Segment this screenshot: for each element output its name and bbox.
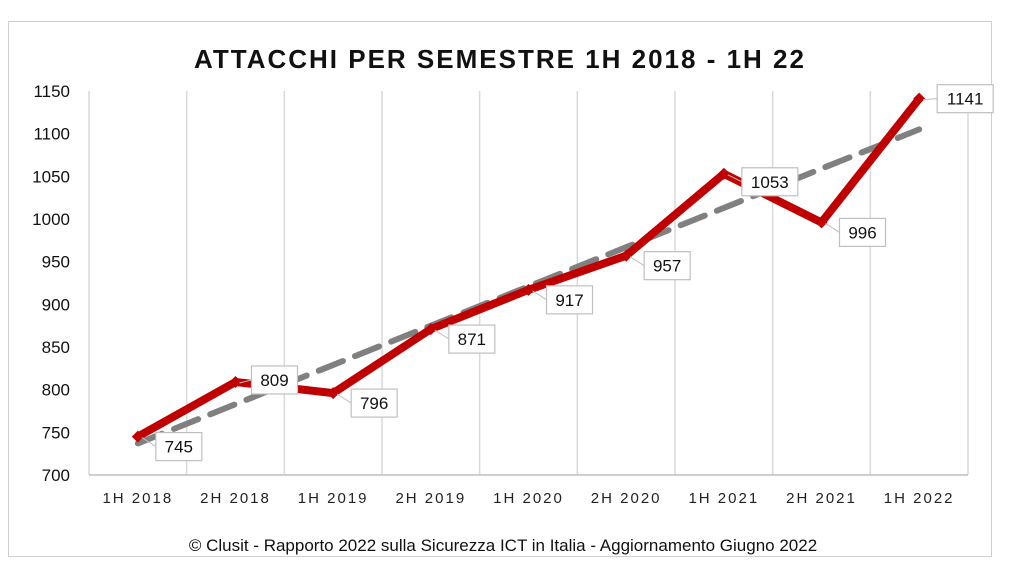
- x-tick-label: 2H 2018: [200, 490, 271, 507]
- data-label-text: 917: [555, 291, 583, 310]
- series-layer: [131, 92, 926, 443]
- y-tick-label: 700: [42, 466, 70, 485]
- data-label: 1141: [923, 84, 994, 114]
- x-tick-label: 1H 2021: [688, 490, 759, 507]
- data-point-marker: [424, 323, 437, 336]
- data-point-marker: [327, 387, 340, 400]
- x-tick-label: 2H 2020: [591, 490, 662, 507]
- x-tick-label: 1H 2019: [298, 490, 369, 507]
- data-label-leader: [727, 174, 743, 183]
- y-tick-label: 950: [42, 253, 70, 272]
- data-label-text: 1053: [751, 173, 789, 192]
- data-label-leader: [923, 98, 938, 101]
- data-label-leader: [825, 222, 840, 233]
- y-tick-label: 900: [42, 295, 70, 314]
- data-label-text: 957: [653, 257, 681, 276]
- data-label: 809: [239, 365, 299, 395]
- data-label-text: 796: [360, 394, 388, 413]
- data-label-box: [936, 84, 994, 114]
- axis-layer: 700 750 800 850 900 950 1000 1050 1100 1150 1H 201…: [32, 82, 968, 507]
- data-label-box: [448, 324, 496, 354]
- grid-layer: [88, 91, 969, 475]
- data-label: 996: [825, 217, 887, 248]
- y-tick-label: 800: [42, 381, 70, 400]
- data-label-box: [741, 167, 799, 197]
- data-label: 1053: [727, 167, 799, 197]
- data-label-leader: [434, 329, 450, 340]
- y-tick-label: 1000: [32, 210, 70, 229]
- x-tick-label: 2H 2021: [786, 490, 857, 507]
- x-tick-label: 1H 2018: [102, 490, 173, 507]
- footer-credit: © Clusit - Rapporto 2022 sulla Sicurezza…: [189, 536, 817, 555]
- data-label-leader: [141, 437, 157, 448]
- data-point-marker: [522, 283, 535, 296]
- data-point-marker: [913, 92, 926, 105]
- data-label: 871: [434, 324, 496, 354]
- y-tick-label: 1100: [33, 125, 70, 144]
- data-label-leader: [239, 379, 252, 384]
- chart-title: ATTACCHI PER SEMESTRE 1H 2018 - 1H 22: [194, 44, 806, 74]
- data-label-text: 745: [165, 438, 193, 457]
- data-label: 917: [532, 285, 594, 315]
- data-label: 745: [141, 432, 203, 462]
- data-label-layer: 745 809 796 871 917 957 1053 996 1141: [141, 84, 994, 462]
- data-label: 796: [336, 388, 398, 418]
- data-point-marker: [229, 375, 242, 388]
- data-label-leader: [336, 393, 352, 404]
- data-label-leader: [629, 256, 645, 267]
- chart-frame: [8, 21, 992, 557]
- y-tick-label: 750: [42, 423, 70, 442]
- data-label-box: [545, 285, 594, 315]
- data-label-box: [155, 432, 203, 462]
- data-label-text: 1141: [947, 90, 984, 109]
- y-tick-label: 850: [42, 338, 70, 357]
- x-tick-label: 1H 2020: [493, 490, 564, 507]
- data-point-marker: [620, 249, 633, 262]
- data-label-box: [250, 365, 299, 395]
- y-tick-label: 1150: [33, 82, 70, 101]
- data-point-marker: [131, 430, 144, 443]
- data-label-text: 809: [260, 371, 288, 390]
- data-label-box: [838, 217, 887, 248]
- data-label-text: 996: [848, 223, 876, 242]
- data-label: 957: [629, 251, 691, 281]
- data-label-leader: [532, 290, 547, 301]
- data-label-box: [350, 388, 398, 418]
- data-label-text: 871: [458, 330, 486, 349]
- y-tick-label: 1050: [32, 167, 70, 186]
- x-tick-label: 1H 2022: [884, 490, 955, 507]
- data-label-box: [643, 251, 691, 281]
- data-point-marker: [815, 216, 828, 229]
- data-point-marker: [717, 167, 730, 180]
- x-tick-label: 2H 2019: [395, 490, 466, 507]
